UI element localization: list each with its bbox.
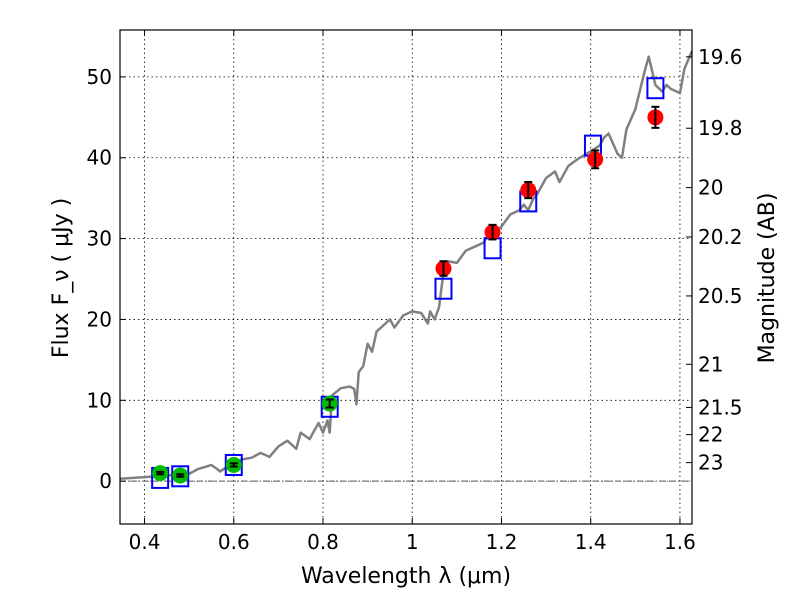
x-tick-label: 1.4: [575, 530, 607, 554]
y-tick-label: 10: [87, 388, 112, 412]
right-tick-label: 19.8: [698, 116, 743, 140]
right-tick-label: 22: [698, 423, 723, 447]
y-tick-label: 50: [87, 65, 112, 89]
data-marks: [119, 50, 694, 489]
y-tick-label: 30: [87, 227, 112, 251]
right-tick-label: 23: [698, 451, 723, 475]
right-tick-label: 20.5: [698, 284, 743, 308]
x-tick-label: 0.4: [129, 530, 161, 554]
plot-frame: [119, 29, 693, 525]
right-tick-label: 21.5: [698, 395, 743, 419]
y-tick-label: 20: [87, 307, 112, 331]
right-tick-label: 20: [698, 176, 723, 200]
x-tick-label: 0.6: [218, 530, 250, 554]
y-tick-label: 40: [87, 146, 112, 170]
right-axis-label: Magnitude (AB): [755, 193, 780, 364]
right-tick-label: 21: [698, 352, 723, 376]
axis-ticks: 0.4 0.6 0.8 1 1.2 1.4 1.6 0 10 20 30 40 50 19.6 19.8 20…: [87, 30, 743, 554]
model-square: [646, 77, 665, 100]
x-tick-label: 0.8: [307, 530, 339, 554]
right-tick-label: 20.2: [698, 225, 743, 249]
grid-lines: [120, 30, 692, 524]
x-axis-label: Wavelength λ (μm): [301, 564, 511, 589]
x-tick-label: 1.6: [664, 530, 696, 554]
x-tick-label: 1: [406, 530, 419, 554]
model-square: [171, 465, 190, 488]
right-tick-label: 19.6: [698, 45, 743, 69]
model-square: [483, 237, 502, 260]
y-axis-label: Flux F_ν ( μJy ): [49, 198, 74, 358]
y-tick-label: 0: [99, 469, 112, 493]
spectrum-line: [119, 50, 694, 480]
model-square: [434, 277, 453, 300]
x-tick-label: 1.2: [486, 530, 518, 554]
